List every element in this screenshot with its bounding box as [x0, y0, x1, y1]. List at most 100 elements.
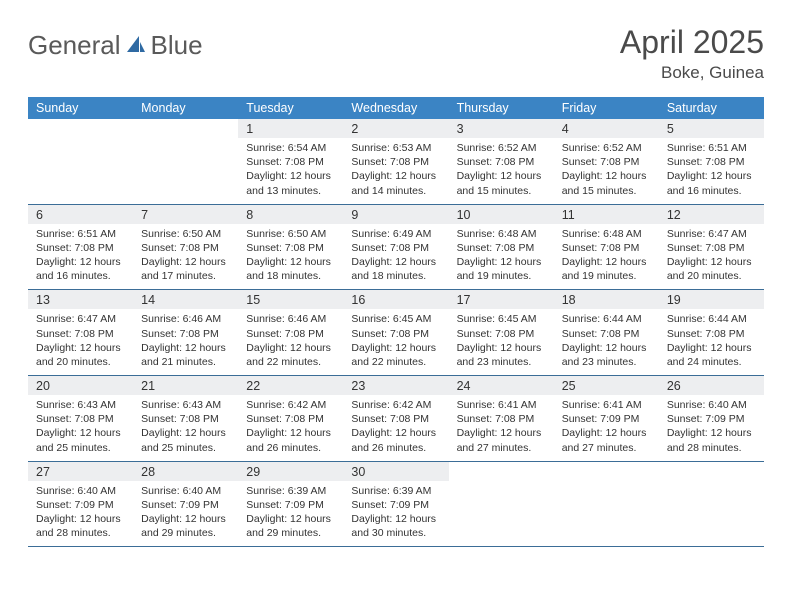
calendar-day-cell: 5Sunrise: 6:51 AMSunset: 7:08 PMDaylight…: [659, 119, 764, 204]
calendar-day-cell: 2Sunrise: 6:53 AMSunset: 7:08 PMDaylight…: [343, 119, 448, 204]
day-detail: Sunrise: 6:52 AMSunset: 7:08 PMDaylight:…: [554, 138, 659, 204]
page-title: April 2025: [620, 24, 764, 61]
day-detail: Sunrise: 6:45 AMSunset: 7:08 PMDaylight:…: [343, 309, 448, 375]
day-ss: Sunset: 7:09 PM: [246, 498, 335, 512]
calendar-day-cell: 14Sunrise: 6:46 AMSunset: 7:08 PMDayligh…: [133, 290, 238, 376]
day-number: 7: [133, 205, 238, 224]
day-detail: Sunrise: 6:41 AMSunset: 7:08 PMDaylight:…: [449, 395, 554, 461]
day-ss: Sunset: 7:08 PM: [457, 241, 546, 255]
day-detail: Sunrise: 6:48 AMSunset: 7:08 PMDaylight:…: [554, 224, 659, 290]
day-sr: Sunrise: 6:51 AM: [667, 141, 756, 155]
day-dl: Daylight: 12 hours and 17 minutes.: [141, 255, 230, 283]
day-sr: Sunrise: 6:42 AM: [351, 398, 440, 412]
calendar-day-cell: 1Sunrise: 6:54 AMSunset: 7:08 PMDaylight…: [238, 119, 343, 204]
day-ss: Sunset: 7:09 PM: [36, 498, 125, 512]
day-sr: Sunrise: 6:49 AM: [351, 227, 440, 241]
day-ss: Sunset: 7:09 PM: [562, 412, 651, 426]
sail-icon: [125, 30, 147, 61]
calendar-day-cell: 0...: [28, 119, 133, 204]
calendar-week-row: 13Sunrise: 6:47 AMSunset: 7:08 PMDayligh…: [28, 290, 764, 376]
calendar-day-cell: 24Sunrise: 6:41 AMSunset: 7:08 PMDayligh…: [449, 376, 554, 462]
day-number: 23: [343, 376, 448, 395]
day-ss: Sunset: 7:08 PM: [246, 412, 335, 426]
day-header: Sunday: [28, 97, 133, 119]
day-dl: Daylight: 12 hours and 18 minutes.: [351, 255, 440, 283]
day-header: Wednesday: [343, 97, 448, 119]
day-sr: Sunrise: 6:42 AM: [246, 398, 335, 412]
day-number: 15: [238, 290, 343, 309]
day-detail: Sunrise: 6:47 AMSunset: 7:08 PMDaylight:…: [28, 309, 133, 375]
day-sr: Sunrise: 6:47 AM: [36, 312, 125, 326]
day-dl: Daylight: 12 hours and 29 minutes.: [246, 512, 335, 540]
day-sr: Sunrise: 6:40 AM: [667, 398, 756, 412]
page-header: General Blue April 2025 Boke, Guinea: [28, 24, 764, 83]
day-number: 27: [28, 462, 133, 481]
day-number: 30: [343, 462, 448, 481]
day-detail: Sunrise: 6:43 AMSunset: 7:08 PMDaylight:…: [133, 395, 238, 461]
calendar-day-cell: 29Sunrise: 6:39 AMSunset: 7:09 PMDayligh…: [238, 461, 343, 547]
day-detail: Sunrise: 6:39 AMSunset: 7:09 PMDaylight:…: [343, 481, 448, 547]
day-detail: Sunrise: 6:44 AMSunset: 7:08 PMDaylight:…: [659, 309, 764, 375]
day-ss: Sunset: 7:08 PM: [246, 327, 335, 341]
calendar-table: Sunday Monday Tuesday Wednesday Thursday…: [28, 97, 764, 547]
day-number: 4: [554, 119, 659, 138]
header-right: April 2025 Boke, Guinea: [620, 24, 764, 83]
day-dl: Daylight: 12 hours and 24 minutes.: [667, 341, 756, 369]
day-detail: Sunrise: 6:42 AMSunset: 7:08 PMDaylight:…: [238, 395, 343, 461]
day-number: 24: [449, 376, 554, 395]
day-sr: Sunrise: 6:50 AM: [141, 227, 230, 241]
day-dl: Daylight: 12 hours and 19 minutes.: [457, 255, 546, 283]
calendar-day-cell: 0...: [659, 461, 764, 547]
day-detail: Sunrise: 6:45 AMSunset: 7:08 PMDaylight:…: [449, 309, 554, 375]
day-number: 26: [659, 376, 764, 395]
day-dl: Daylight: 12 hours and 28 minutes.: [667, 426, 756, 454]
day-ss: Sunset: 7:08 PM: [141, 327, 230, 341]
day-sr: Sunrise: 6:52 AM: [457, 141, 546, 155]
day-detail: Sunrise: 6:50 AMSunset: 7:08 PMDaylight:…: [133, 224, 238, 290]
day-ss: Sunset: 7:09 PM: [351, 498, 440, 512]
day-ss: Sunset: 7:08 PM: [667, 327, 756, 341]
day-detail: Sunrise: 6:40 AMSunset: 7:09 PMDaylight:…: [133, 481, 238, 547]
day-sr: Sunrise: 6:41 AM: [562, 398, 651, 412]
day-dl: Daylight: 12 hours and 26 minutes.: [246, 426, 335, 454]
day-sr: Sunrise: 6:47 AM: [667, 227, 756, 241]
calendar-day-cell: 11Sunrise: 6:48 AMSunset: 7:08 PMDayligh…: [554, 204, 659, 290]
day-dl: Daylight: 12 hours and 25 minutes.: [141, 426, 230, 454]
day-header: Thursday: [449, 97, 554, 119]
calendar-day-cell: 30Sunrise: 6:39 AMSunset: 7:09 PMDayligh…: [343, 461, 448, 547]
day-ss: Sunset: 7:08 PM: [562, 241, 651, 255]
day-sr: Sunrise: 6:43 AM: [141, 398, 230, 412]
day-sr: Sunrise: 6:50 AM: [246, 227, 335, 241]
day-number: 21: [133, 376, 238, 395]
day-sr: Sunrise: 6:54 AM: [246, 141, 335, 155]
calendar-day-cell: 0...: [449, 461, 554, 547]
calendar-day-cell: 22Sunrise: 6:42 AMSunset: 7:08 PMDayligh…: [238, 376, 343, 462]
calendar-day-cell: 18Sunrise: 6:44 AMSunset: 7:08 PMDayligh…: [554, 290, 659, 376]
day-sr: Sunrise: 6:46 AM: [246, 312, 335, 326]
day-dl: Daylight: 12 hours and 25 minutes.: [36, 426, 125, 454]
calendar-day-cell: 20Sunrise: 6:43 AMSunset: 7:08 PMDayligh…: [28, 376, 133, 462]
day-ss: Sunset: 7:08 PM: [457, 412, 546, 426]
day-ss: Sunset: 7:08 PM: [351, 412, 440, 426]
day-dl: Daylight: 12 hours and 15 minutes.: [457, 169, 546, 197]
calendar-week-row: 6Sunrise: 6:51 AMSunset: 7:08 PMDaylight…: [28, 204, 764, 290]
day-sr: Sunrise: 6:43 AM: [36, 398, 125, 412]
calendar-day-cell: 16Sunrise: 6:45 AMSunset: 7:08 PMDayligh…: [343, 290, 448, 376]
day-dl: Daylight: 12 hours and 21 minutes.: [141, 341, 230, 369]
day-dl: Daylight: 12 hours and 20 minutes.: [667, 255, 756, 283]
day-detail: Sunrise: 6:54 AMSunset: 7:08 PMDaylight:…: [238, 138, 343, 204]
calendar-day-cell: 3Sunrise: 6:52 AMSunset: 7:08 PMDaylight…: [449, 119, 554, 204]
day-dl: Daylight: 12 hours and 13 minutes.: [246, 169, 335, 197]
day-ss: Sunset: 7:08 PM: [36, 327, 125, 341]
day-dl: Daylight: 12 hours and 22 minutes.: [246, 341, 335, 369]
day-ss: Sunset: 7:08 PM: [141, 241, 230, 255]
day-ss: Sunset: 7:08 PM: [141, 412, 230, 426]
calendar-day-cell: 21Sunrise: 6:43 AMSunset: 7:08 PMDayligh…: [133, 376, 238, 462]
day-dl: Daylight: 12 hours and 20 minutes.: [36, 341, 125, 369]
calendar-day-cell: 28Sunrise: 6:40 AMSunset: 7:09 PMDayligh…: [133, 461, 238, 547]
day-detail: Sunrise: 6:51 AMSunset: 7:08 PMDaylight:…: [659, 138, 764, 204]
day-number: 19: [659, 290, 764, 309]
day-detail: Sunrise: 6:40 AMSunset: 7:09 PMDaylight:…: [659, 395, 764, 461]
calendar-week-row: 27Sunrise: 6:40 AMSunset: 7:09 PMDayligh…: [28, 461, 764, 547]
day-sr: Sunrise: 6:52 AM: [562, 141, 651, 155]
